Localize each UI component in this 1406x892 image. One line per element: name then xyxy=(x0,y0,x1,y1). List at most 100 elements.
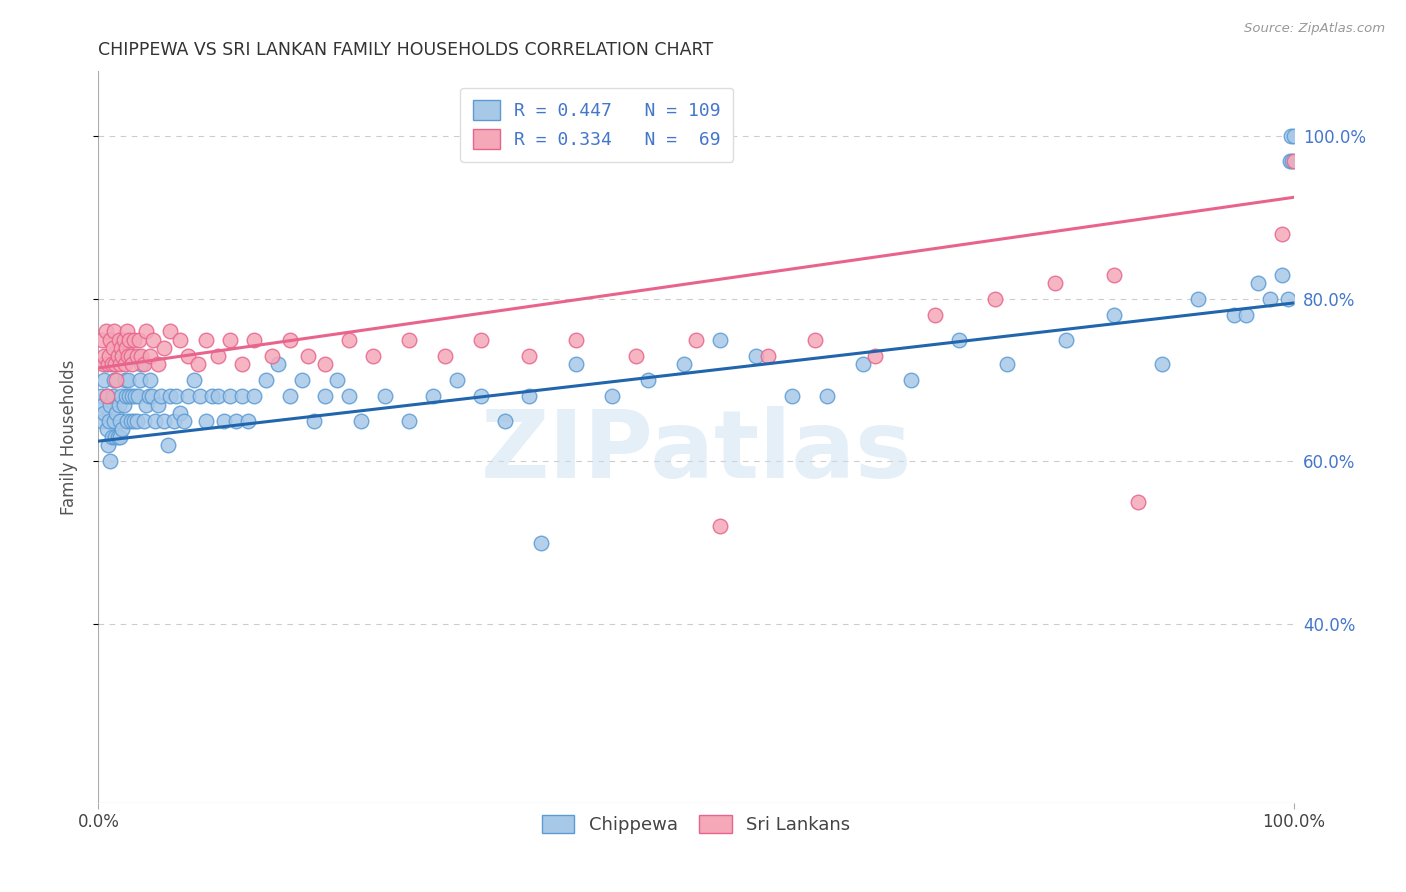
Point xyxy=(142,333,165,347)
Point xyxy=(177,349,200,363)
Point xyxy=(745,349,768,363)
Point xyxy=(108,357,131,371)
Point xyxy=(112,398,135,412)
Point xyxy=(243,333,266,347)
Point xyxy=(132,357,155,371)
Point xyxy=(115,414,138,428)
Point xyxy=(1258,292,1281,306)
Point xyxy=(159,325,181,339)
Point xyxy=(995,357,1018,371)
Point xyxy=(103,373,125,387)
Point xyxy=(110,389,132,403)
Point xyxy=(948,333,970,347)
Point xyxy=(1282,129,1305,144)
Point xyxy=(756,349,779,363)
Point xyxy=(94,325,117,339)
Point xyxy=(398,414,420,428)
Point xyxy=(446,373,468,387)
Point xyxy=(100,430,122,444)
Point xyxy=(100,357,122,371)
Point xyxy=(143,414,166,428)
Point xyxy=(121,389,143,403)
Point xyxy=(1282,153,1305,168)
Point xyxy=(96,389,118,403)
Point xyxy=(98,398,122,412)
Point xyxy=(254,373,277,387)
Point xyxy=(103,325,125,339)
Point xyxy=(96,422,118,436)
Point xyxy=(91,414,114,428)
Point xyxy=(115,341,138,355)
Point xyxy=(107,349,129,363)
Point xyxy=(865,349,887,363)
Point xyxy=(107,333,129,347)
Point xyxy=(120,349,142,363)
Point xyxy=(924,308,946,322)
Point xyxy=(163,414,186,428)
Point xyxy=(159,389,181,403)
Point xyxy=(517,389,540,403)
Point xyxy=(297,349,319,363)
Point xyxy=(91,333,114,347)
Point xyxy=(212,414,235,428)
Point xyxy=(517,349,540,363)
Point xyxy=(105,373,128,387)
Point xyxy=(187,357,209,371)
Point xyxy=(121,357,143,371)
Point xyxy=(470,389,492,403)
Point xyxy=(302,414,325,428)
Point xyxy=(1278,153,1301,168)
Point xyxy=(91,398,114,412)
Point xyxy=(1104,268,1126,282)
Point xyxy=(93,406,115,420)
Point xyxy=(207,349,229,363)
Point xyxy=(188,389,211,403)
Point xyxy=(602,389,624,403)
Point xyxy=(94,357,117,371)
Point xyxy=(117,373,139,387)
Point xyxy=(637,373,659,387)
Point xyxy=(530,535,553,549)
Point xyxy=(96,389,118,403)
Point xyxy=(470,333,492,347)
Point xyxy=(709,519,731,533)
Point xyxy=(201,389,224,403)
Point xyxy=(111,422,134,436)
Point xyxy=(131,349,153,363)
Point xyxy=(93,373,115,387)
Point xyxy=(118,333,141,347)
Point xyxy=(1128,495,1150,509)
Point xyxy=(219,389,242,403)
Point xyxy=(124,414,146,428)
Point xyxy=(565,333,588,347)
Point xyxy=(709,333,731,347)
Text: Source: ZipAtlas.com: Source: ZipAtlas.com xyxy=(1244,22,1385,36)
Point xyxy=(111,349,134,363)
Point xyxy=(125,414,148,428)
Point xyxy=(128,333,150,347)
Point xyxy=(98,454,122,468)
Point xyxy=(115,389,138,403)
Point xyxy=(1271,268,1294,282)
Point xyxy=(219,333,242,347)
Point xyxy=(236,414,259,428)
Point xyxy=(900,373,922,387)
Point xyxy=(108,414,131,428)
Point xyxy=(165,389,187,403)
Y-axis label: Family Households: Family Households xyxy=(59,359,77,515)
Point xyxy=(104,357,127,371)
Point xyxy=(110,341,132,355)
Point xyxy=(852,357,875,371)
Point xyxy=(169,333,191,347)
Point xyxy=(118,389,141,403)
Point xyxy=(105,357,128,371)
Point xyxy=(434,349,457,363)
Point xyxy=(231,389,253,403)
Point xyxy=(207,389,229,403)
Point xyxy=(326,373,349,387)
Point xyxy=(132,414,155,428)
Point xyxy=(173,414,195,428)
Point xyxy=(104,430,127,444)
Point xyxy=(1234,308,1257,322)
Point xyxy=(1279,129,1302,144)
